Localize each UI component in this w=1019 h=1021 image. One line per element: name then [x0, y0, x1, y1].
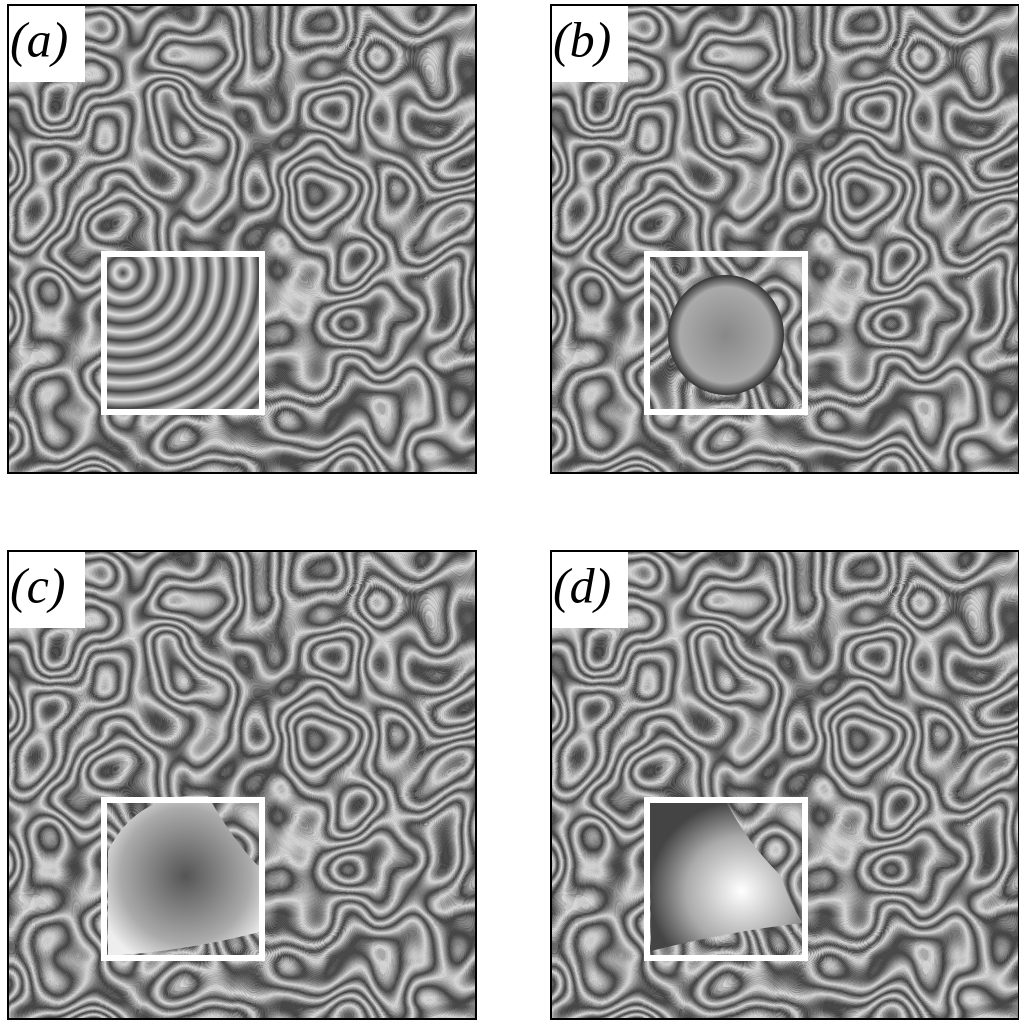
panel: (a) — [7, 4, 477, 474]
panel-label: (a) — [10, 11, 68, 67]
panel-border — [550, 4, 1019, 474]
wave-pattern — [8, 551, 476, 1019]
wave-pattern — [551, 551, 1019, 1019]
label-box — [552, 6, 628, 82]
blob — [668, 275, 784, 395]
label-box — [9, 6, 85, 82]
blob — [108, 795, 263, 956]
wave-pattern — [551, 5, 1019, 473]
panel-border — [7, 4, 477, 474]
highlight-square — [644, 797, 808, 961]
highlight-square — [644, 251, 808, 415]
blob — [649, 801, 803, 951]
panel-label: (b) — [553, 11, 611, 67]
label-box — [552, 552, 628, 628]
target-rings — [106, 256, 260, 410]
label-box — [9, 552, 85, 628]
panel: (d) — [550, 550, 1019, 1020]
panel: (c) — [7, 550, 477, 1020]
panel: (b) — [550, 4, 1019, 474]
highlight-square — [101, 797, 265, 961]
panel-border — [550, 550, 1019, 1020]
panel-label: (c) — [10, 557, 66, 613]
highlight-square — [101, 251, 265, 415]
panel-label: (d) — [553, 557, 611, 613]
panel-border — [7, 550, 477, 1020]
